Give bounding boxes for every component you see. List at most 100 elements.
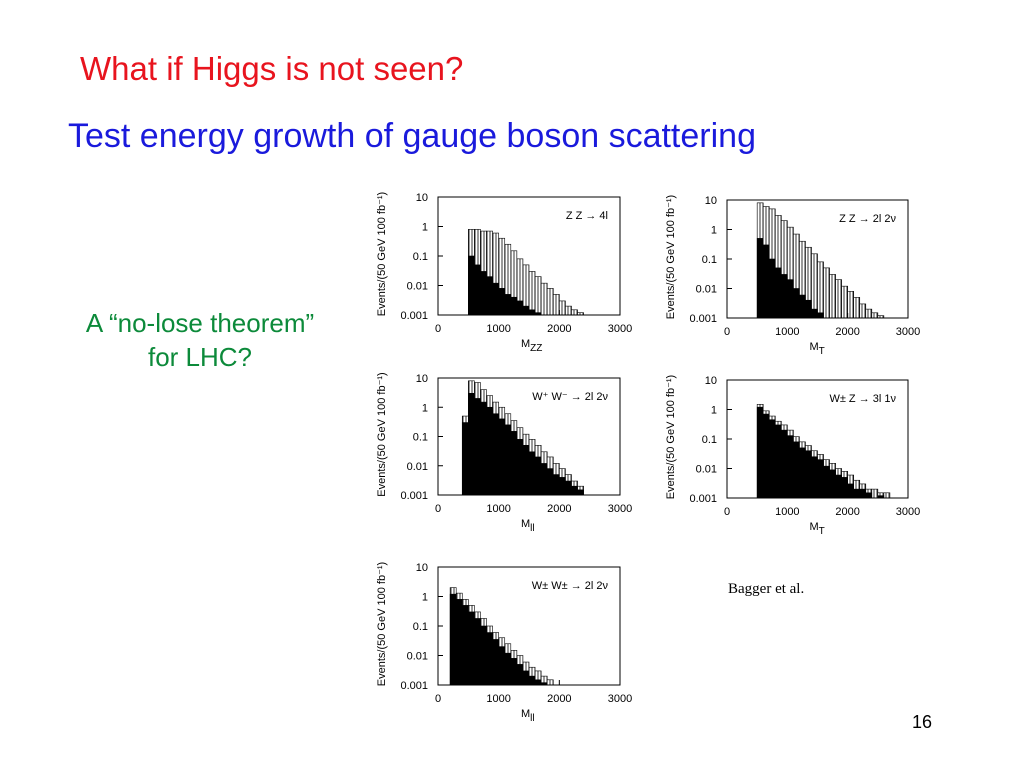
histogram-bar [805, 450, 812, 499]
histogram-bar [871, 488, 879, 499]
histogram-panel: 10 1 0.1 0.01 0.001 0 1000 2000 3000 W⁺ W⁻ → 2l 2… [376, 372, 632, 534]
x-axis-label-sub: ll [530, 523, 534, 534]
histogram-bar [528, 309, 536, 316]
x-tick-label: 0 [435, 503, 441, 515]
y-tick-label: 10 [705, 375, 717, 387]
histogram-bar [883, 492, 891, 499]
histogram-bar [510, 658, 518, 686]
y-axis-label: Events/(50 GeV 100 fb⁻¹) [376, 562, 388, 686]
histogram-bar [504, 424, 512, 496]
x-axis-label-main: M [810, 341, 819, 353]
x-axis-label-main: M [521, 518, 530, 530]
histogram-bar [787, 279, 794, 319]
x-axis-label: MZZ [521, 338, 542, 354]
histogram-bar [823, 267, 830, 319]
histogram-bar [774, 424, 782, 499]
histogram-panel: 10 1 0.1 0.01 0.001 0 1000 2000 3000 Z Z → 2l 2ν M… [665, 195, 920, 357]
y-tick-label: 0.001 [400, 680, 428, 692]
y-tick-label: 10 [416, 562, 428, 574]
x-axis-label-sub: T [819, 346, 825, 357]
histogram-bar [768, 258, 776, 319]
histogram-bar [799, 447, 806, 499]
x-tick-label: 0 [435, 323, 441, 335]
y-tick-label: 1 [711, 405, 717, 417]
y-tick-label: 10 [705, 195, 717, 207]
y-tick-label: 0.1 [413, 621, 428, 633]
histogram-bar [847, 291, 855, 319]
histogram-bar [522, 445, 530, 496]
x-tick-label: 3000 [896, 506, 920, 518]
x-tick-label: 2000 [547, 693, 571, 705]
annotation: Z Z → 2l 2ν [839, 213, 896, 225]
y-tick-label: 0.01 [407, 281, 428, 293]
histogram-bar [492, 413, 499, 496]
x-tick-label: 3000 [896, 326, 920, 338]
x-axis-label: MT [810, 521, 825, 537]
y-tick-label: 0.001 [400, 490, 428, 502]
x-axis-label-sub: ZZ [530, 343, 542, 354]
y-tick-label: 0.01 [407, 461, 428, 473]
histogram-bar [559, 300, 566, 316]
x-tick-label: 3000 [608, 503, 632, 515]
histogram-bar [486, 632, 493, 686]
y-axis-label: Events/(50 GeV 100 fb⁻¹) [665, 375, 677, 499]
histogram-bar [859, 303, 867, 319]
x-tick-label: 2000 [835, 326, 859, 338]
histogram-bar [534, 276, 542, 316]
histogram-bar [859, 488, 867, 499]
x-tick-label: 2000 [547, 503, 571, 515]
histogram-bar [774, 267, 782, 319]
histogram-bar [461, 605, 469, 686]
x-tick-label: 2000 [547, 323, 571, 335]
histogram-bar [823, 465, 830, 499]
x-axis-label: Mll [521, 518, 535, 534]
histogram-bar [811, 308, 818, 319]
slide-title: What if Higgs is not seen? [80, 50, 463, 87]
histogram-bar [865, 492, 873, 499]
histogram-bar [853, 297, 861, 319]
histogram-bar [841, 285, 848, 319]
x-axis-label-sub: ll [530, 713, 534, 724]
histogram-bar [577, 489, 584, 496]
y-tick-label: 10 [416, 373, 428, 385]
histogram-bar [474, 264, 481, 316]
x-tick-label: 3000 [608, 693, 632, 705]
histogram-bar [474, 398, 481, 496]
histogram-bar [504, 652, 512, 686]
histogram-bar [805, 299, 812, 319]
histogram-bar [762, 244, 770, 319]
x-axis-label-main: M [521, 708, 530, 720]
histogram-bar [474, 618, 481, 686]
histogram-bar [540, 282, 548, 316]
x-tick-label: 1000 [775, 506, 799, 518]
y-tick-label: 1 [422, 592, 428, 604]
histogram-bar [829, 274, 836, 319]
y-tick-label: 0.1 [413, 432, 428, 444]
histogram-bar [565, 480, 572, 496]
y-tick-label: 1 [422, 222, 428, 234]
histogram-bar [835, 279, 842, 319]
histogram-bar [449, 593, 457, 686]
histogram-bar [498, 646, 506, 686]
histogram-bar [841, 477, 848, 499]
histogram-bar [571, 485, 578, 496]
histogram-bar [817, 459, 824, 499]
annotation: W⁺ W⁻ → 2l 2ν [532, 391, 608, 403]
y-tick-label: 0.1 [702, 434, 717, 446]
histogram-bar [865, 308, 873, 319]
histogram-bar [565, 305, 572, 316]
histogram-bar [510, 431, 518, 496]
x-tick-label: 1000 [486, 503, 510, 515]
y-tick-label: 10 [416, 192, 428, 204]
y-tick-label: 0.001 [689, 493, 717, 505]
note-line: for LHC? [148, 342, 252, 372]
histogram-bar [480, 625, 487, 686]
x-tick-label: 0 [724, 326, 730, 338]
histogram-bar [799, 294, 806, 319]
histogram-bar [492, 639, 499, 686]
histogram-bar [528, 271, 536, 316]
histogram-bar [756, 238, 764, 319]
histogram-bar [546, 468, 554, 496]
histogram-bar [756, 406, 764, 499]
x-tick-label: 1000 [775, 326, 799, 338]
